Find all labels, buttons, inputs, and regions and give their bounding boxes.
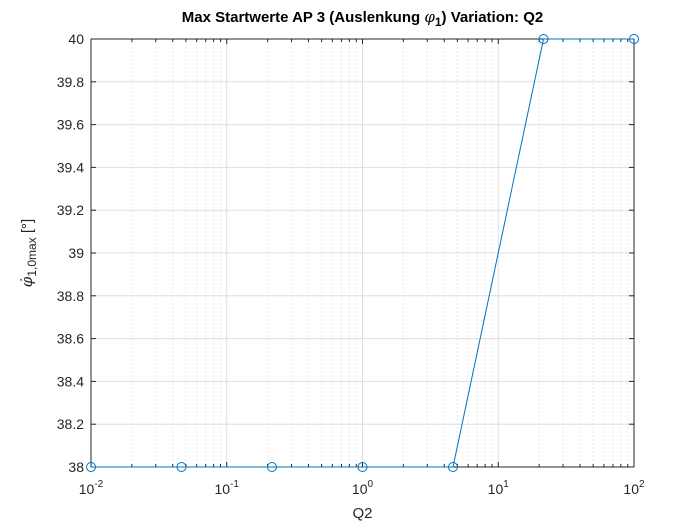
y-tick-label: 39 [68, 245, 84, 261]
y-tick-label: 40 [68, 31, 84, 47]
series-line [91, 38, 634, 468]
y-axis-label: φ̇1,0max [°] [18, 219, 39, 287]
data-point [629, 34, 639, 44]
y-tick-label: 38.2 [57, 416, 84, 432]
chart-title: Max Startwerte AP 3 (Auslenkung φ1) Vari… [182, 8, 543, 29]
x-tick-label: 100 [352, 479, 374, 497]
y-tick-label: 38.6 [57, 331, 84, 347]
data-series [86, 34, 639, 472]
data-point [266, 462, 277, 472]
y-tick-label: 38.4 [57, 373, 84, 389]
y-tick-label: 38 [68, 459, 84, 475]
data-point [538, 34, 549, 44]
data-point [357, 462, 368, 472]
y-tick-label: 39.8 [57, 74, 84, 90]
x-tick-label: 10-2 [79, 479, 104, 497]
x-tick-labels: 10-2 10-1 100 101 102 [79, 479, 645, 497]
data-point [448, 462, 459, 472]
x-axis-label: Q2 [352, 505, 372, 522]
data-point [86, 462, 96, 472]
y-tick-label: 39.2 [57, 202, 84, 218]
y-tick-label: 39.6 [57, 117, 84, 133]
minor-grid [131, 39, 629, 467]
x-tick-label: 101 [488, 479, 510, 497]
data-point [176, 462, 187, 472]
x-tick-label: 10-1 [215, 479, 240, 497]
y-tick-labels: 38 38.2 38.4 38.6 38.8 39 39.2 39.4 39.6 39.8 40 [57, 31, 84, 475]
y-tick-label: 39.4 [57, 159, 84, 175]
x-tick-label: 102 [623, 479, 645, 497]
y-tick-label: 38.8 [57, 288, 84, 304]
